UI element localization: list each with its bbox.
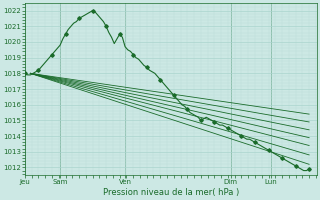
X-axis label: Pression niveau de la mer( hPa ): Pression niveau de la mer( hPa ) xyxy=(103,188,239,197)
